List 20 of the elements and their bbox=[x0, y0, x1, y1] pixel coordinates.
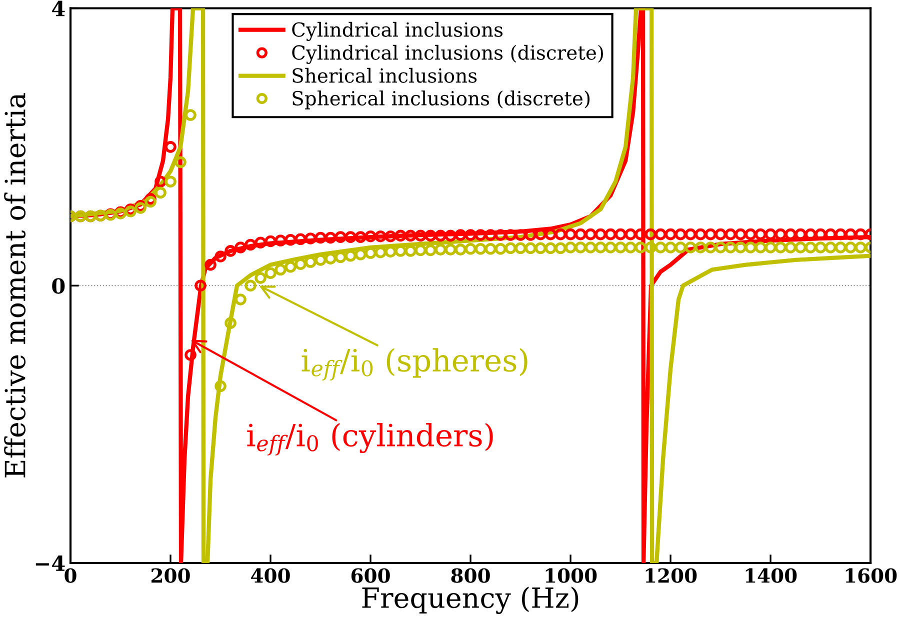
x-tick-label: 1000 bbox=[546, 568, 597, 583]
x-tick-label: 200 bbox=[152, 568, 190, 583]
y-tick-label: −4 bbox=[36, 555, 65, 571]
annotation: i$_{eff}$/i$_{0}$ (cylinders) bbox=[247, 423, 493, 456]
x-tick-label: 800 bbox=[451, 568, 490, 583]
legend-label: Spherical inclusions (discrete) bbox=[292, 90, 590, 110]
annotation: i$_{eff}$/i$_{0}$ (spheres) bbox=[302, 348, 528, 381]
legend-label: Sherical inclusions bbox=[292, 68, 477, 83]
y-axis-title: Effective moment of inertia bbox=[4, 93, 26, 478]
y-tick-label: 0 bbox=[52, 278, 65, 294]
y-tick-label: 4 bbox=[52, 0, 65, 16]
legend-label: Cylindrical inclusions (discrete) bbox=[292, 44, 603, 64]
legend-label: Cylindrical inclusions bbox=[292, 22, 503, 41]
x-tick-label: 1400 bbox=[746, 568, 797, 583]
x-tick-label: 400 bbox=[251, 568, 290, 583]
x-tick-label: 1600 bbox=[846, 568, 897, 583]
x-tick-label: 1200 bbox=[646, 568, 697, 583]
x-tick-label: 600 bbox=[351, 568, 390, 583]
x-axis-title: Frequency (Hz) bbox=[362, 586, 578, 614]
x-tick-label: 0 bbox=[64, 568, 76, 583]
